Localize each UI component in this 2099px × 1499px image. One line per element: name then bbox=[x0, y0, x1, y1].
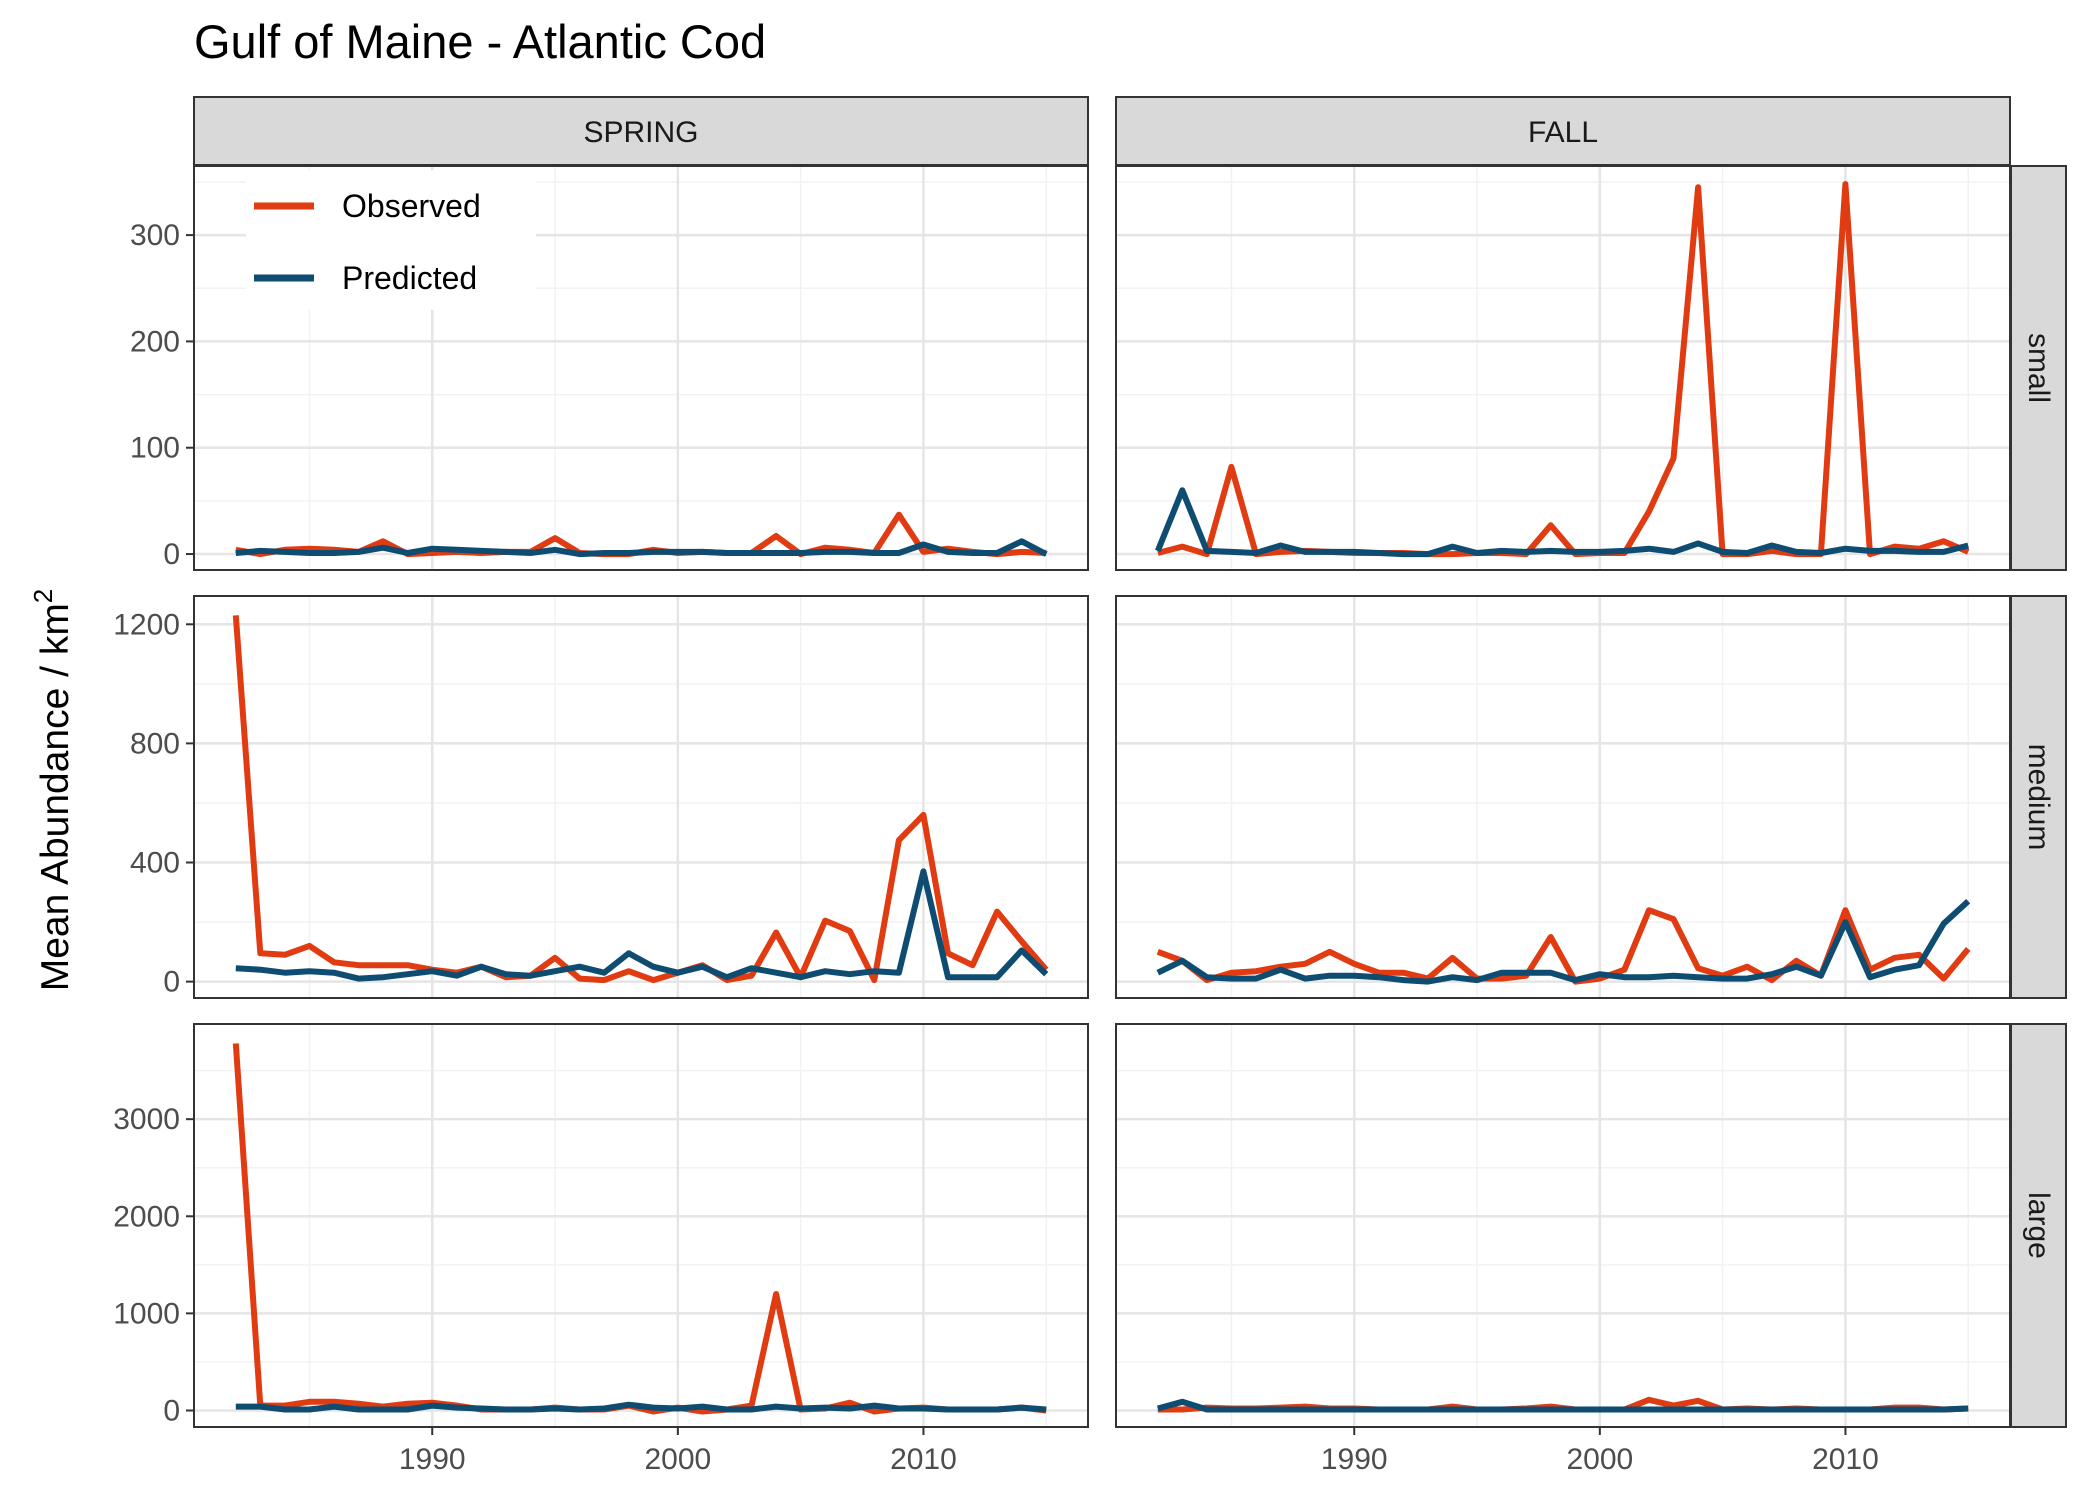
strip-small bbox=[2010, 165, 2067, 571]
strip-label-large: large bbox=[2022, 1192, 2055, 1259]
panel-border bbox=[193, 165, 1089, 571]
x-tick-label: 2010 bbox=[890, 1443, 957, 1476]
legend-label-observed: Observed bbox=[342, 188, 481, 224]
x-tick-label: 2000 bbox=[1566, 1443, 1633, 1476]
series-line-observed bbox=[232, 615, 1049, 984]
y-tick-label: 0 bbox=[163, 966, 180, 999]
panel-fall-large: 1990 2000 2010 bbox=[1115, 1023, 2011, 1476]
strip-label-small: small bbox=[2022, 333, 2055, 403]
panel-background bbox=[1116, 166, 2010, 570]
y-tick-label: 0 bbox=[163, 1394, 180, 1427]
y-axis-title: Mean Abundance / km2 bbox=[28, 589, 77, 992]
panel-border bbox=[1115, 595, 2011, 999]
strip-label-fall: FALL bbox=[1528, 116, 1598, 149]
x-tick-label: 1990 bbox=[399, 1443, 466, 1476]
y-tick-label: 1200 bbox=[113, 608, 180, 641]
panel-background bbox=[194, 1024, 1088, 1427]
panel-fall-small bbox=[1115, 165, 2011, 571]
panel-background bbox=[194, 596, 1088, 998]
facet-panels: SPRING FALLsmallmediumlarge01002003000400… bbox=[113, 96, 2067, 1476]
panel-border bbox=[193, 1023, 1089, 1428]
y-tick-label: 2000 bbox=[113, 1200, 180, 1233]
series-line-predicted bbox=[235, 1401, 1047, 1413]
legend-label-predicted: Predicted bbox=[342, 260, 477, 296]
legend-box bbox=[246, 170, 536, 310]
y-tick-label: 1000 bbox=[113, 1297, 180, 1330]
y-tick-label: 3000 bbox=[113, 1103, 180, 1136]
strip-large bbox=[2010, 1023, 2067, 1428]
panel-background bbox=[1116, 1024, 2010, 1427]
strip-label-medium: medium bbox=[2022, 744, 2055, 851]
y-tick-label: 200 bbox=[130, 325, 180, 358]
strip-label-spring: SPRING bbox=[583, 116, 698, 149]
panel-spring-large: 0 1000 2000 3000 1990 2000 2010 bbox=[113, 1023, 1089, 1476]
y-axis-title-text: Mean Abundance / km bbox=[34, 603, 77, 991]
series-line-predicted bbox=[1157, 1398, 1969, 1413]
y-tick-label: 800 bbox=[130, 727, 180, 760]
strip-fall bbox=[1115, 96, 2011, 166]
strip-medium bbox=[2010, 595, 2067, 999]
panel-border bbox=[193, 595, 1089, 999]
panel-fall-medium bbox=[1115, 595, 2011, 999]
y-tick-label: 100 bbox=[130, 432, 180, 465]
chart-title: Gulf of Maine - Atlantic Cod bbox=[194, 15, 766, 68]
x-tick-label: 1990 bbox=[1321, 1443, 1388, 1476]
strip-spring bbox=[193, 96, 1089, 166]
panel-background bbox=[1116, 596, 2010, 998]
series-line-predicted bbox=[235, 868, 1049, 982]
y-tick-label: 0 bbox=[163, 538, 180, 571]
panel-border bbox=[1115, 1023, 2011, 1428]
y-axis-title-superscript: 2 bbox=[28, 589, 58, 603]
y-tick-label: 400 bbox=[130, 847, 180, 880]
panel-border bbox=[1115, 165, 2011, 571]
series-line-predicted bbox=[235, 538, 1048, 558]
legend: Observed Predicted bbox=[246, 170, 536, 310]
y-tick-label: 300 bbox=[130, 219, 180, 252]
series-line-predicted bbox=[1156, 898, 1971, 985]
x-tick-label: 2010 bbox=[1812, 1443, 1879, 1476]
panel-spring-medium: 0 400 800 1200 bbox=[113, 595, 1089, 999]
series-line-predicted bbox=[1155, 487, 1969, 558]
x-tick-label: 2000 bbox=[644, 1443, 711, 1476]
